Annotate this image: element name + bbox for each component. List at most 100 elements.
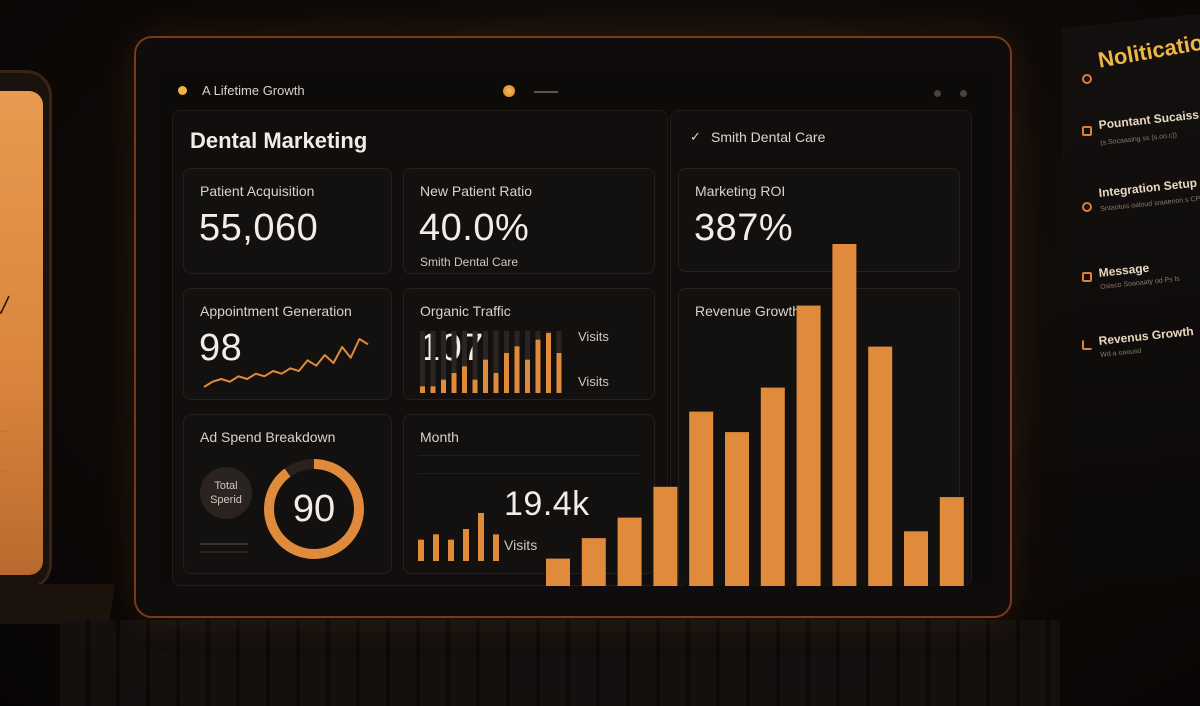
month-bar-chart bbox=[418, 513, 499, 561]
revenue-bar bbox=[689, 411, 714, 586]
card-label: New Patient Ratio bbox=[420, 183, 533, 199]
grid-line bbox=[418, 455, 640, 456]
check-icon bbox=[1082, 126, 1092, 136]
revenue-bar bbox=[904, 531, 928, 586]
revenue-bar bbox=[546, 558, 570, 586]
card-label: Organic Traffic bbox=[420, 303, 511, 319]
sparkline-series bbox=[203, 338, 369, 388]
app-title: A Lifetime Growth bbox=[202, 83, 305, 98]
bar bbox=[451, 373, 457, 393]
revenue-bar bbox=[832, 244, 857, 586]
card-label: Appointment Generation bbox=[200, 303, 352, 319]
card-label: Marketing ROI bbox=[695, 183, 786, 199]
bar bbox=[433, 534, 439, 561]
total-spend-label: Sperid bbox=[210, 494, 242, 506]
window-control-icon[interactable] bbox=[934, 90, 941, 97]
card-label: Revenue Growth bbox=[695, 303, 801, 319]
indicator-line bbox=[534, 91, 558, 93]
bar bbox=[483, 359, 488, 393]
page-title: Dental Marketing bbox=[190, 128, 368, 153]
bar bbox=[463, 529, 469, 561]
revenue-bar bbox=[760, 387, 785, 586]
message-icon bbox=[1082, 272, 1092, 282]
growth-icon bbox=[1082, 340, 1092, 350]
bar bbox=[472, 379, 478, 393]
bar-track bbox=[451, 331, 457, 393]
clinic-name: Smith Dental Care bbox=[711, 129, 826, 145]
donut-value: 90 bbox=[292, 487, 336, 530]
patient-acquisition-card[interactable]: Patient Acquisition 55,060 bbox=[183, 168, 392, 274]
card-label: Month bbox=[420, 429, 459, 445]
revenue-bar bbox=[796, 305, 821, 586]
bar-track bbox=[420, 331, 425, 393]
bar bbox=[418, 539, 424, 561]
phone-stand bbox=[0, 584, 115, 624]
bar-track bbox=[430, 331, 436, 393]
card-value: 19.4k bbox=[504, 485, 590, 523]
bar-track bbox=[472, 331, 478, 393]
phone-chart bbox=[0, 295, 10, 472]
revenue-bar bbox=[581, 538, 606, 586]
bar bbox=[504, 353, 509, 393]
check-icon: ✓ bbox=[690, 129, 701, 144]
bar bbox=[514, 346, 520, 393]
card-value: 387% bbox=[694, 207, 794, 249]
new-patient-ratio-card[interactable]: New Patient Ratio 40.0% Smith Dental Car… bbox=[403, 168, 655, 274]
phone-device bbox=[0, 70, 52, 590]
legend-lines bbox=[200, 543, 248, 553]
grid-line bbox=[418, 473, 640, 474]
link-icon bbox=[1082, 202, 1092, 212]
bar-track bbox=[493, 331, 499, 393]
total-spend-label: Total bbox=[214, 480, 238, 492]
status-dot-icon bbox=[178, 86, 187, 95]
revenue-bar bbox=[653, 486, 678, 586]
revenue-bar bbox=[725, 432, 749, 586]
card-label: Ad Spend Breakdown bbox=[200, 429, 336, 445]
bar bbox=[462, 366, 467, 393]
revenue-bar bbox=[617, 517, 642, 586]
bar bbox=[493, 373, 499, 393]
ad-spend-card[interactable]: Ad Spend Breakdown Total Sperid 90 bbox=[183, 414, 392, 574]
bar bbox=[448, 539, 454, 561]
top-bar: A Lifetime Growth bbox=[154, 66, 992, 114]
bar-track bbox=[462, 331, 467, 393]
card-value: 40.0% bbox=[419, 207, 530, 249]
organic-traffic-card[interactable]: Organic Traffic 107 Visits Visits bbox=[403, 288, 655, 400]
bar-track bbox=[441, 331, 446, 393]
traffic-bar-chart bbox=[420, 331, 562, 393]
bar bbox=[546, 333, 551, 393]
card-value: 98 bbox=[199, 327, 243, 369]
bar bbox=[535, 339, 541, 393]
bar bbox=[556, 353, 562, 393]
donut-center: 90 bbox=[274, 469, 354, 549]
laptop-keyboard bbox=[60, 620, 1060, 706]
bell-icon bbox=[1082, 74, 1092, 84]
card-value: 55,060 bbox=[199, 207, 319, 249]
revenue-bar-chart bbox=[546, 244, 964, 586]
bar bbox=[493, 534, 499, 561]
unit-label: Visits bbox=[504, 537, 538, 553]
bar bbox=[478, 513, 484, 561]
bar bbox=[441, 379, 446, 393]
dashboard-screen: A Lifetime Growth Dental Marketing ✓ Smi… bbox=[154, 66, 992, 586]
bar bbox=[430, 386, 436, 393]
marketing-roi-card[interactable]: Marketing ROI 387% bbox=[678, 168, 960, 272]
revenue-bar bbox=[868, 346, 893, 586]
card-caption: Smith Dental Care bbox=[420, 255, 519, 269]
unit-label: Visits bbox=[578, 329, 609, 344]
window-control-icon[interactable] bbox=[960, 90, 967, 97]
revenue-bar bbox=[939, 497, 964, 586]
phone-screen bbox=[0, 91, 43, 575]
notifications-panel bbox=[1062, 11, 1200, 589]
appointment-generation-card[interactable]: Appointment Generation 98 bbox=[183, 288, 392, 400]
bar bbox=[420, 386, 425, 393]
card-label: Patient Acquisition bbox=[200, 183, 315, 199]
appointments-sparkline bbox=[203, 338, 369, 388]
month-card[interactable]: Month 19.4k Visits bbox=[403, 414, 655, 574]
total-spend-badge: Total Sperid bbox=[200, 467, 252, 519]
ad-spend-donut: 90 bbox=[264, 459, 364, 559]
unit-label: Visits bbox=[578, 374, 609, 389]
bar bbox=[525, 359, 530, 393]
indicator-dot-icon[interactable] bbox=[503, 85, 515, 97]
